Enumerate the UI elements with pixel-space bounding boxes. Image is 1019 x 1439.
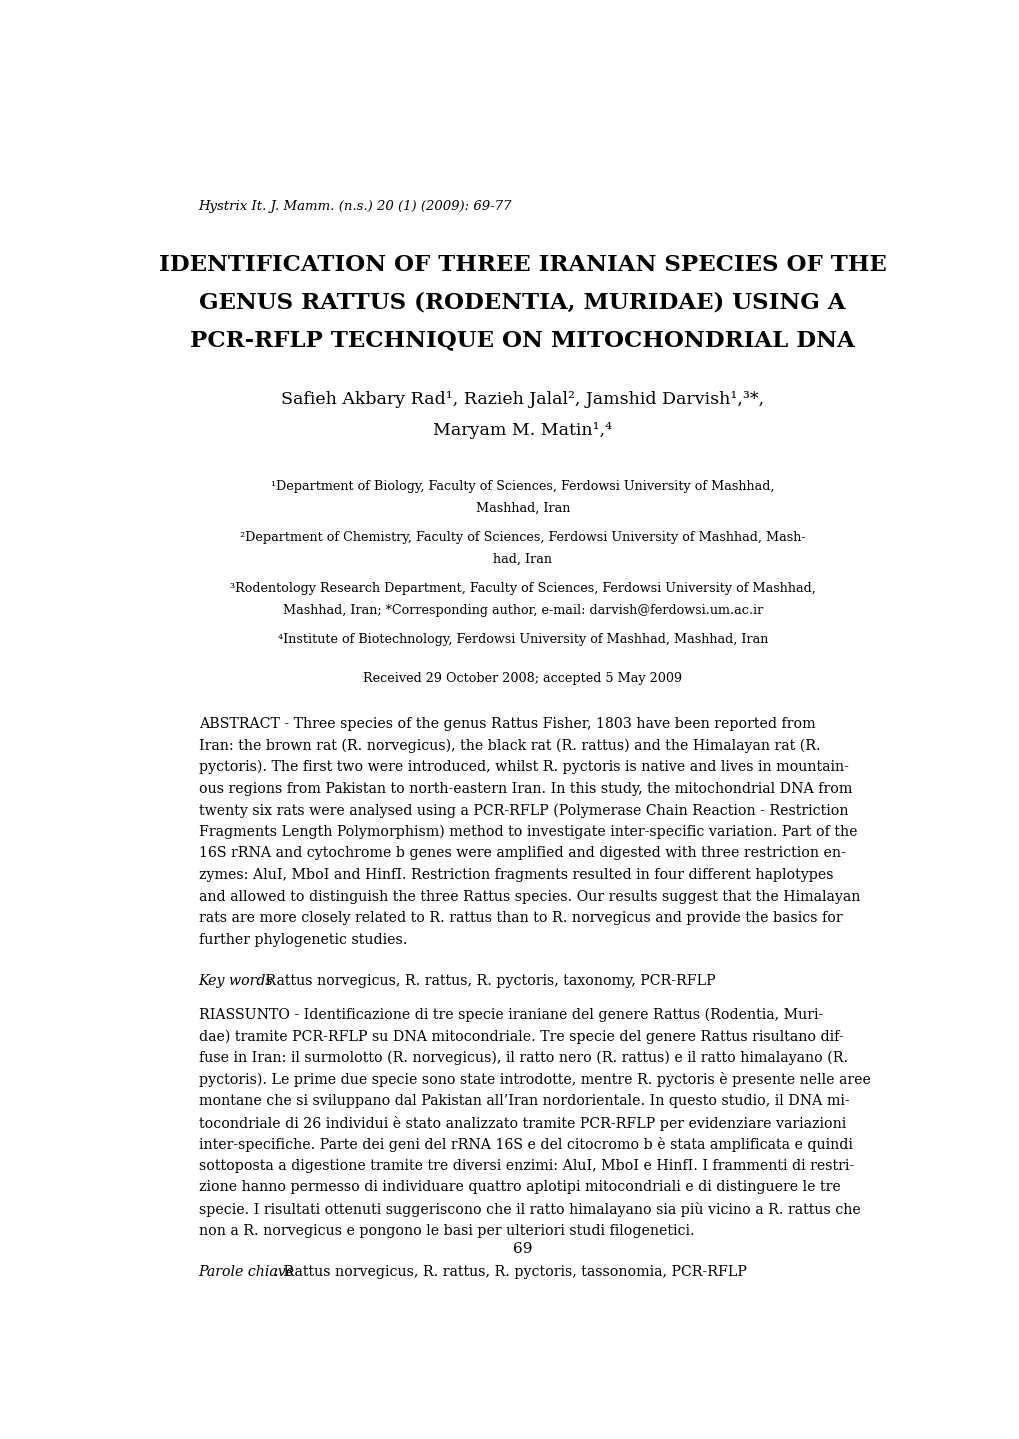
Text: 69: 69	[513, 1242, 532, 1256]
Text: GENUS RATTUS (RODENTIA, MURIDAE) USING A: GENUS RATTUS (RODENTIA, MURIDAE) USING A	[200, 291, 845, 314]
Text: rats are more closely related to R. rattus than to R. norvegicus and provide the: rats are more closely related to R. ratt…	[199, 911, 842, 925]
Text: pyctoris). The first two were introduced, whilst R. pyctoris is native and lives: pyctoris). The first two were introduced…	[199, 760, 848, 774]
Text: zione hanno permesso di individuare quattro aplotipi mitocondriali e di distingu: zione hanno permesso di individuare quat…	[199, 1180, 840, 1194]
Text: ³Rodentology Research Department, Faculty of Sciences, Ferdowsi University of Ma: ³Rodentology Research Department, Facult…	[229, 581, 815, 594]
Text: inter-specifiche. Parte dei geni del rRNA 16S e del citocromo b è stata amplific: inter-specifiche. Parte dei geni del rRN…	[199, 1137, 852, 1153]
Text: PCR-RFLP TECHNIQUE ON MITOCHONDRIAL DNA: PCR-RFLP TECHNIQUE ON MITOCHONDRIAL DNA	[191, 330, 854, 351]
Text: Parole chiave: Parole chiave	[199, 1265, 294, 1279]
Text: specie. I risultati ottenuti suggeriscono che il ratto himalayano sia più vicino: specie. I risultati ottenuti suggeriscon…	[199, 1202, 860, 1217]
Text: ⁴Institute of Biotechnology, Ferdowsi University of Mashhad, Mashhad, Iran: ⁴Institute of Biotechnology, Ferdowsi Un…	[277, 633, 767, 646]
Text: Mashhad, Iran: Mashhad, Iran	[475, 502, 570, 515]
Text: sottoposta a digestione tramite tre diversi enzimi: AluI, MboI e HinfI. I framme: sottoposta a digestione tramite tre dive…	[199, 1158, 853, 1173]
Text: twenty six rats were analysed using a PCR-RFLP (Polymerase Chain Reaction - Rest: twenty six rats were analysed using a PC…	[199, 803, 848, 817]
Text: Safieh Akbary Rad¹, Razieh Jalal², Jamshid Darvish¹,³*,: Safieh Akbary Rad¹, Razieh Jalal², Jamsh…	[281, 391, 763, 409]
Text: Fragments Length Polymorphism) method to investigate inter-specific variation. P: Fragments Length Polymorphism) method to…	[199, 825, 856, 839]
Text: pyctoris). Le prime due specie sono state introdotte, mentre R. pyctoris è prese: pyctoris). Le prime due specie sono stat…	[199, 1072, 869, 1088]
Text: : Rattus norvegicus, R. rattus, R. pyctoris, tassonomia, PCR-RFLP: : Rattus norvegicus, R. rattus, R. pycto…	[273, 1265, 746, 1279]
Text: : Rattus norvegicus, R. rattus, R. pyctoris, taxonomy, PCR-RFLP: : Rattus norvegicus, R. rattus, R. pycto…	[256, 974, 714, 989]
Text: RIASSUNTO - Identificazione di tre specie iraniane del genere Rattus (Rodentia, : RIASSUNTO - Identificazione di tre speci…	[199, 1007, 822, 1022]
Text: Mashhad, Iran; *Corresponding author, e-mail: darvish@ferdowsi.um.ac.ir: Mashhad, Iran; *Corresponding author, e-…	[282, 604, 762, 617]
Text: Hystrix It. J. Mamm. (n.s.) 20 (1) (2009): 69-77: Hystrix It. J. Mamm. (n.s.) 20 (1) (2009…	[199, 200, 512, 213]
Text: further phylogenetic studies.: further phylogenetic studies.	[199, 932, 407, 947]
Text: and allowed to distinguish the three Rattus species. Our results suggest that th: and allowed to distinguish the three Rat…	[199, 889, 859, 904]
Text: dae) tramite PCR-RFLP su DNA mitocondriale. Tre specie del genere Rattus risulta: dae) tramite PCR-RFLP su DNA mitocondria…	[199, 1029, 843, 1043]
Text: had, Iran: had, Iran	[493, 553, 551, 566]
Text: zymes: AluI, MboI and HinfI. Restriction fragments resulted in four different ha: zymes: AluI, MboI and HinfI. Restriction…	[199, 868, 833, 882]
Text: tocondriale di 26 individui è stato analizzato tramite PCR-RFLP per evidenziare : tocondriale di 26 individui è stato anal…	[199, 1115, 845, 1131]
Text: fuse in Iran: il surmolotto (R. norvegicus), il ratto nero (R. rattus) e il ratt: fuse in Iran: il surmolotto (R. norvegic…	[199, 1050, 847, 1065]
Text: Key words: Key words	[199, 974, 273, 989]
Text: ous regions from Pakistan to north-eastern Iran. In this study, the mitochondria: ous regions from Pakistan to north-easte…	[199, 781, 851, 796]
Text: 16S rRNA and cytochrome b genes were amplified and digested with three restricti: 16S rRNA and cytochrome b genes were amp…	[199, 846, 845, 861]
Text: Maryam M. Matin¹,⁴: Maryam M. Matin¹,⁴	[433, 422, 611, 439]
Text: Received 29 October 2008; accepted 5 May 2009: Received 29 October 2008; accepted 5 May…	[363, 672, 682, 685]
Text: ¹Department of Biology, Faculty of Sciences, Ferdowsi University of Mashhad,: ¹Department of Biology, Faculty of Scien…	[271, 479, 773, 492]
Text: ²Department of Chemistry, Faculty of Sciences, Ferdowsi University of Mashhad, M: ²Department of Chemistry, Faculty of Sci…	[239, 531, 805, 544]
Text: IDENTIFICATION OF THREE IRANIAN SPECIES OF THE: IDENTIFICATION OF THREE IRANIAN SPECIES …	[159, 253, 886, 275]
Text: Iran: the brown rat (R. norvegicus), the black rat (R. rattus) and the Himalayan: Iran: the brown rat (R. norvegicus), the…	[199, 738, 819, 753]
Text: ABSTRACT - Three species of the genus Rattus Fisher, 1803 have been reported fro: ABSTRACT - Three species of the genus Ra…	[199, 717, 814, 731]
Text: non a R. norvegicus e pongono le basi per ulteriori studi filogenetici.: non a R. norvegicus e pongono le basi pe…	[199, 1223, 694, 1238]
Text: montane che si sviluppano dal Pakistan all’Iran nordorientale. In questo studio,: montane che si sviluppano dal Pakistan a…	[199, 1094, 849, 1108]
